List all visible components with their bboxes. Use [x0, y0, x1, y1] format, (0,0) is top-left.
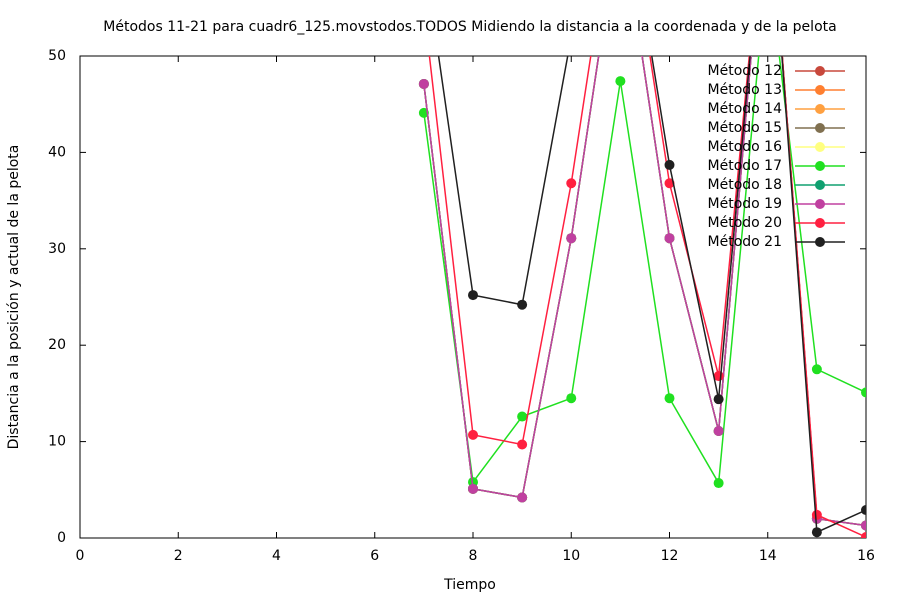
- series-line: [423, 56, 866, 527]
- y-tick-label: 10: [48, 434, 66, 450]
- legend-marker: [815, 199, 825, 209]
- legend-marker: [815, 237, 825, 247]
- data-point: [861, 520, 866, 531]
- data-point: [419, 3, 429, 13]
- data-point: [615, 76, 626, 87]
- data-point: [664, 233, 675, 244]
- data-point: [861, 532, 866, 538]
- y-tick-label: 30: [48, 241, 66, 257]
- data-point: [517, 411, 528, 422]
- legend-marker: [815, 104, 825, 114]
- legend-marker: [815, 218, 825, 228]
- data-point: [713, 478, 724, 489]
- x-tick-label: 12: [661, 548, 679, 564]
- legend-marker: [815, 161, 825, 171]
- x-tick-label: 16: [857, 548, 875, 564]
- legend-label: Método 18: [708, 177, 782, 193]
- legend-marker: [815, 85, 825, 95]
- data-point: [713, 425, 724, 436]
- data-point: [861, 387, 866, 398]
- y-tick-label: 40: [48, 144, 66, 160]
- y-tick-label: 50: [48, 48, 66, 64]
- data-point: [517, 492, 528, 503]
- plot-area: [418, 3, 866, 538]
- legend-label: Método 20: [708, 215, 782, 231]
- chart-title: Métodos 11-21 para cuadr6_125.movstodos.…: [103, 19, 836, 35]
- data-point: [713, 394, 724, 405]
- series-line: [437, 56, 866, 534]
- data-point: [517, 439, 528, 450]
- legend-marker: [815, 123, 825, 133]
- legend-label: Método 21: [708, 234, 782, 250]
- x-tick-label: 2: [174, 548, 183, 564]
- data-point: [517, 299, 528, 310]
- data-point: [418, 78, 429, 89]
- y-tick-label: 20: [48, 337, 66, 353]
- x-tick-label: 4: [272, 548, 281, 564]
- x-tick-label: 6: [370, 548, 379, 564]
- data-point: [468, 290, 478, 301]
- x-tick-label: 14: [759, 548, 777, 564]
- data-point: [566, 233, 577, 244]
- x-axis-label: Tiempo: [443, 577, 496, 593]
- data-point: [566, 178, 577, 189]
- data-point: [811, 509, 822, 520]
- data-point: [664, 159, 675, 170]
- data-point: [811, 527, 822, 538]
- data-point: [468, 483, 478, 494]
- data-point: [664, 393, 675, 404]
- series-line: [423, 56, 866, 486]
- legend-label: Método 19: [708, 196, 782, 212]
- legend-marker: [815, 180, 825, 190]
- x-tick-label: 10: [562, 548, 580, 564]
- legend-label: Método 15: [708, 120, 782, 136]
- legend-label: Método 13: [708, 82, 782, 98]
- legend-marker: [815, 66, 825, 76]
- legend-label: Método 17: [708, 158, 782, 174]
- data-point: [468, 429, 478, 440]
- legend-label: Método 12: [708, 63, 782, 79]
- data-point: [811, 364, 822, 375]
- legend-marker: [815, 142, 825, 152]
- y-axis-label: Distancia a la posición y actual de la p…: [6, 145, 22, 450]
- legend-label: Método 14: [708, 101, 783, 117]
- data-point: [664, 178, 675, 189]
- data-point: [861, 505, 866, 516]
- legend-label: Método 16: [708, 139, 783, 155]
- y-tick-label: 0: [57, 530, 66, 546]
- x-tick-label: 8: [469, 548, 478, 564]
- data-point: [566, 393, 577, 404]
- series-line: [428, 56, 866, 538]
- x-tick-label: 0: [76, 548, 85, 564]
